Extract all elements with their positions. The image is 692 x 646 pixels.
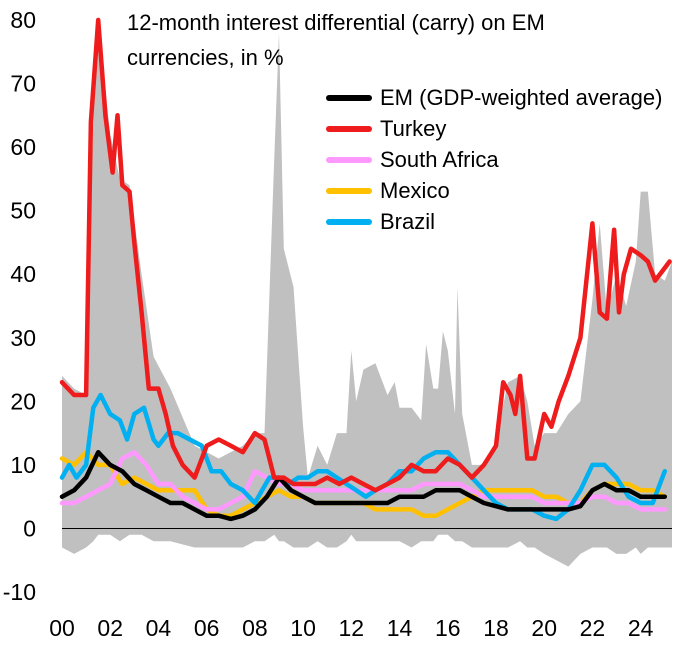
x-tick-label: 10 [290, 615, 316, 641]
x-tick-label: 02 [97, 615, 123, 641]
legend-swatch-em [326, 94, 372, 101]
x-tick-label: 06 [194, 615, 220, 641]
y-tick-label: 20 [10, 388, 36, 414]
y-tick-label: 10 [10, 452, 36, 478]
x-tick-label: 24 [628, 615, 654, 641]
series-line-brazil [59, 392, 668, 522]
x-tick-label: 14 [387, 615, 413, 641]
x-tick-label: 12 [339, 615, 365, 641]
legend-item-south-africa: South Africa [326, 144, 662, 175]
x-tick-label: 08 [242, 615, 268, 641]
x-tick-labels: 00 02 04 06 08 10 12 14 16 18 20 22 24 [49, 615, 653, 641]
y-tick-label: 0 [23, 515, 36, 541]
y-tick-labels: -10 0 10 20 30 40 50 60 70 80 [3, 7, 36, 605]
legend-item-turkey: Turkey [326, 113, 662, 144]
series-line-em-gdp-weighted-average [59, 449, 668, 522]
chart-title-line-1: 12-month interest differential (carry) o… [127, 10, 545, 35]
legend-label-em: EM (GDP-weighted average) [380, 84, 663, 110]
legend-label-mexico: Mexico [380, 177, 450, 203]
y-tick-label: -10 [3, 579, 36, 605]
legend-swatch-south-africa [326, 156, 372, 163]
y-tick-label: 30 [10, 325, 36, 351]
legend-item-mexico: Mexico [326, 175, 662, 206]
legend-swatch-turkey [326, 125, 372, 132]
series-layer [59, 17, 672, 522]
range-band [62, 20, 672, 567]
legend-item-em: EM (GDP-weighted average) [326, 82, 662, 113]
legend-label-turkey: Turkey [380, 115, 447, 141]
x-tick-label: 04 [146, 615, 172, 641]
legend-swatch-brazil [326, 218, 372, 225]
x-tick-label: 00 [49, 615, 75, 641]
chart-title-line-2: currencies, in % [127, 45, 284, 70]
y-tick-label: 80 [10, 7, 36, 33]
x-tick-label: 16 [435, 615, 461, 641]
y-tick-label: 60 [10, 134, 36, 160]
y-tick-label: 70 [10, 71, 36, 97]
y-tick-label: 40 [10, 261, 36, 287]
series-line-south-africa [59, 449, 668, 512]
series-line-turkey [59, 17, 672, 493]
legend-label-brazil: Brazil [380, 208, 436, 234]
legend: EM (GDP-weighted average) Turkey South A… [326, 82, 662, 237]
y-tick-label: 50 [10, 198, 36, 224]
legend-label-south-africa: South Africa [380, 146, 499, 172]
legend-item-brazil: Brazil [326, 206, 662, 237]
legend-swatch-mexico [326, 187, 372, 194]
x-tick-label: 22 [580, 615, 606, 641]
range-band-layer [62, 20, 672, 567]
x-tick-label: 18 [483, 615, 509, 641]
x-tick-label: 20 [531, 615, 557, 641]
